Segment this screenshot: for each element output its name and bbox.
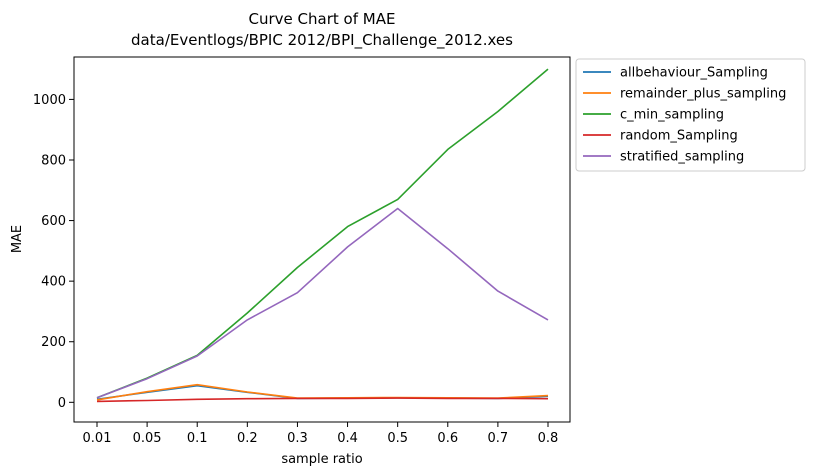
legend-label: c_min_sampling <box>620 108 724 123</box>
legend-box <box>575 58 806 172</box>
x-tick-label: 0.4 <box>337 431 358 446</box>
x-tick-label: 0.3 <box>287 431 308 446</box>
y-tick-label: 200 <box>41 335 66 350</box>
x-tick-label: 0.7 <box>488 431 509 446</box>
series-line <box>96 397 549 403</box>
x-tick-label: 0.8 <box>538 431 559 446</box>
legend-label: remainder_plus_sampling <box>620 87 786 102</box>
y-tick-label: 800 <box>41 153 66 168</box>
x-tick-label: 0.1 <box>187 431 208 446</box>
x-axis-label: sample ratio <box>281 452 362 467</box>
y-axis-label: MAE <box>10 225 25 253</box>
y-tick-label: 1000 <box>33 93 66 108</box>
y-tick-label: 600 <box>41 214 66 229</box>
plot-frame <box>73 56 571 423</box>
y-tick-label: 0 <box>58 396 66 411</box>
x-tick-label: 0.05 <box>133 431 162 446</box>
chart-title: Curve Chart of MAE <box>249 10 396 28</box>
x-tick-label: 0.6 <box>437 431 458 446</box>
x-tick-label: 0.01 <box>83 431 112 446</box>
legend: allbehaviour_Sampling remainder_plus_samp… <box>575 58 806 172</box>
chart-subtitle: data/Eventlogs/BPIC 2012/BPI_Challenge_2… <box>131 31 513 50</box>
x-tick-label: 0.5 <box>387 431 408 446</box>
series-lines <box>96 68 549 403</box>
axis-ticks: 0.01 0.05 0.1 0.2 0.3 0.4 0.5 0.6 0.7 0.8 0 200 400 6… <box>33 93 558 446</box>
legend-label: allbehaviour_Sampling <box>620 66 768 81</box>
series-line <box>96 68 549 399</box>
y-tick-label: 400 <box>41 275 66 290</box>
legend-label: stratified_sampling <box>620 150 744 165</box>
x-tick-label: 0.2 <box>237 431 258 446</box>
series-line <box>96 207 549 399</box>
legend-label: random_Sampling <box>620 129 738 144</box>
